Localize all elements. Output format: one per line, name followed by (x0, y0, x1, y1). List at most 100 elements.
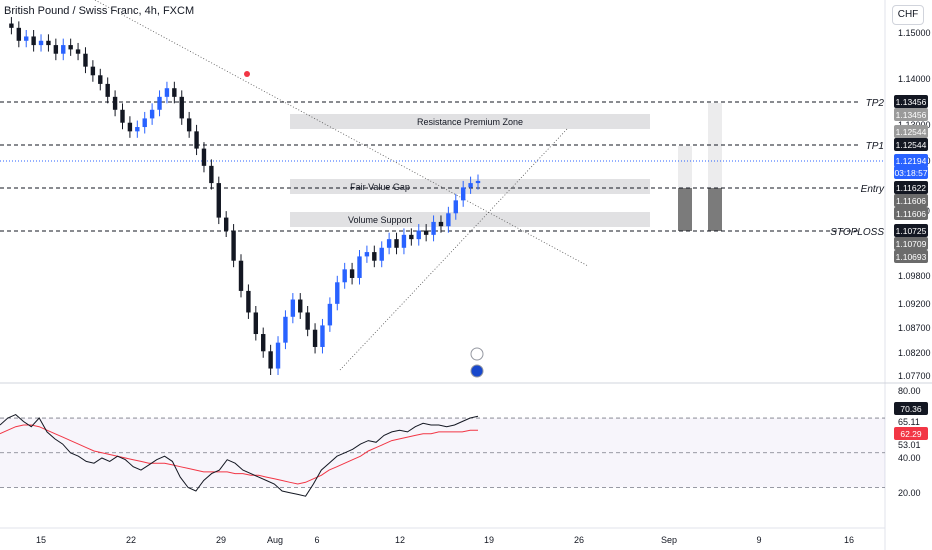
candle-body (423, 230, 429, 235)
candle-body (438, 221, 444, 227)
rsi-ma-tag (894, 427, 928, 440)
candle-body (446, 213, 451, 227)
secondary-price-tag (894, 250, 928, 263)
time-tick-label: 6 (314, 535, 319, 545)
price-tick-label: 1.09800 (898, 271, 931, 281)
time-tick-label: 16 (844, 535, 854, 545)
candle-body (135, 127, 140, 132)
rsi-ma-tag-text: 62.29 (900, 429, 922, 439)
secondary-price-tag (894, 207, 928, 220)
symbol-title: British Pound / Swiss Franc, 4h, FXCM (4, 5, 195, 17)
candle-body (372, 252, 377, 261)
time-tick-label: 22 (126, 535, 136, 545)
candle-body (83, 53, 88, 67)
rsi-value-tag (894, 402, 928, 415)
candle-body (24, 36, 29, 41)
tp1-box (678, 146, 692, 188)
price-tick-label: 1.15000 (898, 28, 931, 38)
candle-body (312, 329, 318, 347)
candle-body (364, 252, 370, 257)
downtrend-line (94, 0, 589, 267)
level-price-tag-text: 1.12544 (896, 140, 927, 150)
candle-body (231, 230, 236, 261)
candle-body (105, 83, 110, 97)
candle-body (238, 260, 244, 291)
candle-body (349, 269, 355, 278)
level-price-tag (894, 138, 928, 151)
secondary-price-tag (894, 108, 928, 121)
price-tick-label: 1.07700 (898, 371, 931, 381)
candle-body (61, 45, 66, 54)
price-tick-label: 1.08200 (898, 348, 931, 358)
current-price-tag (894, 154, 928, 167)
rsi-line (0, 414, 479, 497)
zone-label: Fair Value Gap (350, 182, 410, 192)
candle-body (53, 45, 59, 54)
candle-body (223, 217, 229, 231)
level-label: TP2 (866, 98, 885, 109)
candle-body (468, 183, 473, 188)
candle-body (416, 230, 421, 240)
current-price-tag-text: 1.12194 (896, 156, 927, 166)
level-label: Entry (861, 184, 885, 195)
candle-body (261, 334, 266, 352)
candle-body (379, 247, 384, 261)
sl-box-2 (708, 188, 722, 231)
candle-body (216, 183, 221, 218)
candle-body (68, 45, 73, 50)
level-price-tag-text: 1.11622 (896, 183, 926, 193)
time-tick-label: 9 (756, 535, 761, 545)
rsi-tick-label: 20.00 (898, 488, 921, 498)
candle-body (179, 96, 184, 119)
candle-body (431, 221, 436, 235)
candle-body (209, 165, 214, 184)
rsi-tick-label: 40.00 (898, 453, 921, 463)
candle-body (460, 187, 466, 201)
secondary-price-tag-text: 1.10709 (896, 239, 927, 249)
candle-body (157, 96, 162, 110)
candle-body (305, 312, 310, 330)
candle-body (90, 66, 96, 76)
candle-body (401, 234, 407, 248)
event-dot (244, 71, 250, 77)
rsi-tick-label: 80.00 (898, 386, 921, 396)
secondary-price-tag (894, 237, 928, 250)
secondary-price-tag-text: 1.11606 (896, 209, 926, 219)
candle-body (194, 131, 199, 149)
candle-body (186, 118, 192, 132)
rsi-tick-label: 53.01 (898, 440, 921, 450)
candle-body (164, 88, 170, 97)
candle-body (342, 269, 347, 283)
candle-body (409, 234, 414, 240)
secondary-price-tag (894, 194, 928, 207)
candle-body (275, 342, 281, 369)
candle-body (475, 180, 481, 184)
time-tick-label: 19 (484, 535, 494, 545)
level-price-tag (894, 95, 928, 108)
currency-button[interactable]: CHF (892, 5, 924, 25)
candle-body (172, 88, 177, 97)
price-tick-label: 1.08700 (898, 323, 931, 333)
rsi-value-tag-text: 70.36 (900, 404, 922, 414)
level-label: STOPLOSS (830, 227, 884, 238)
secondary-price-tag-text: 1.12544 (896, 127, 927, 137)
candle-body (357, 256, 362, 278)
candle-body (142, 118, 147, 128)
level-price-tag-text: 1.13456 (896, 97, 927, 107)
zone-rect (290, 114, 650, 129)
zone-rect (290, 212, 650, 227)
candle-body (120, 109, 125, 123)
candle-body (335, 282, 340, 304)
candle-body (16, 27, 22, 41)
candle-body (327, 303, 333, 326)
candle-body (38, 40, 44, 46)
secondary-price-tag-text: 1.11606 (896, 196, 926, 206)
time-tick-label: 26 (574, 535, 584, 545)
price-tick-label: 1.09200 (898, 299, 931, 309)
candle-body (75, 49, 81, 54)
candle-body (386, 239, 392, 248)
candle-body (253, 312, 259, 335)
flag-icon (470, 364, 484, 378)
countdown-tag (894, 166, 928, 179)
